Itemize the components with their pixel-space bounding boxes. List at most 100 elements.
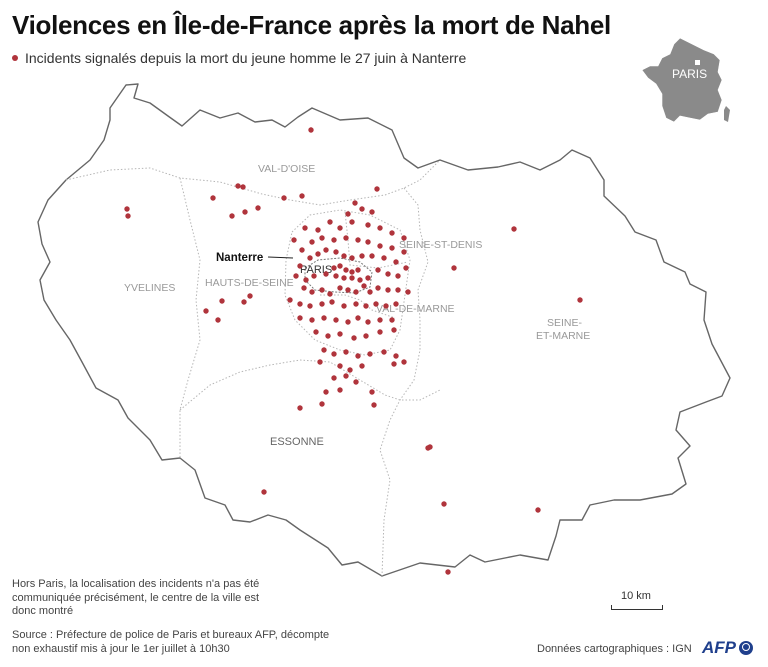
label-seine-et-marne-2: ET-MARNE (536, 330, 590, 342)
incident-marker (395, 273, 401, 279)
department-labels: VAL-D'OISE SEINE-ST-DENIS YVELINES HAUTS… (124, 163, 590, 448)
incident-marker (377, 329, 383, 335)
incident-marker (341, 253, 347, 259)
incident-marker (317, 359, 323, 365)
incident-marker (319, 301, 325, 307)
incident-marker (351, 335, 357, 341)
incident-marker (352, 200, 358, 206)
incident-marker (355, 267, 361, 273)
inset-paris-label: PARIS (672, 67, 707, 81)
incident-marker (441, 501, 447, 507)
incident-marker (235, 183, 241, 189)
incident-marker (385, 271, 391, 277)
incident-marker (353, 289, 359, 295)
france-inset-map: PARIS (641, 37, 730, 123)
incident-marker (315, 227, 321, 233)
label-yvelines: YVELINES (124, 282, 175, 294)
incident-marker (369, 389, 375, 395)
incident-marker (349, 269, 355, 275)
incident-marker (353, 379, 359, 385)
petite-couronne-boundary (284, 209, 411, 356)
incident-marker (389, 245, 395, 251)
incident-marker (337, 387, 343, 393)
incident-marker (219, 298, 225, 304)
incident-marker (311, 273, 317, 279)
incident-marker (355, 237, 361, 243)
incident-marker (401, 359, 407, 365)
incident-marker (381, 255, 387, 261)
incident-marker (349, 255, 355, 261)
incident-marker (577, 297, 583, 303)
incident-marker (445, 569, 451, 575)
incident-marker (315, 251, 321, 257)
incident-marker (363, 333, 369, 339)
incident-marker (405, 289, 411, 295)
incident-marker (307, 255, 313, 261)
incident-marker (210, 195, 216, 201)
paris-boundary (304, 257, 373, 294)
incident-marker (369, 253, 375, 259)
incident-marker (371, 402, 377, 408)
label-val-doise: VAL-D'OISE (258, 163, 315, 175)
incident-marker (309, 317, 315, 323)
incident-marker (261, 489, 267, 495)
legend: Incidents signalés depuis la mort du jeu… (12, 50, 466, 66)
scale-label: 10 km (621, 590, 651, 602)
incident-marker (308, 127, 314, 133)
incident-marker (309, 239, 315, 245)
map-credit: Données cartographiques : IGN (537, 643, 692, 655)
incident-marker (349, 275, 355, 281)
incident-marker (359, 363, 365, 369)
afp-logo: AFP (702, 638, 753, 658)
label-seine-et-marne-1: SEINE- (547, 317, 583, 329)
essonne-boundary (179, 359, 441, 411)
incident-marker (313, 329, 319, 335)
incident-marker (343, 235, 349, 241)
incident-marker (319, 235, 325, 241)
incident-marker (323, 247, 329, 253)
incident-marker (241, 299, 247, 305)
incident-marker (393, 301, 399, 307)
incident-marker (375, 285, 381, 291)
incident-marker (401, 249, 407, 255)
incident-marker (343, 267, 349, 273)
incident-marker (331, 237, 337, 243)
incident-marker (337, 285, 343, 291)
incident-marker (323, 271, 329, 277)
incident-marker (333, 249, 339, 255)
incident-marker (365, 222, 371, 228)
incident-marker (343, 373, 349, 379)
incident-marker (343, 349, 349, 355)
incident-marker (357, 277, 363, 283)
incident-marker (427, 444, 433, 450)
source-note: Source : Préfecture de police de Paris e… (12, 629, 330, 655)
incident-marker (240, 184, 246, 190)
incident-marker (325, 333, 331, 339)
incident-marker (309, 289, 315, 295)
incident-marker (381, 349, 387, 355)
incident-marker (389, 230, 395, 236)
footnote: Hors Paris, la localisation des incident… (12, 578, 260, 617)
incident-marker (391, 327, 397, 333)
incident-marker (247, 293, 253, 299)
incident-marker (331, 375, 337, 381)
incident-marker (345, 319, 351, 325)
incident-marker (365, 319, 371, 325)
paris-locator-icon (695, 60, 700, 65)
incident-marker (299, 193, 305, 199)
legend-dot-icon (12, 55, 18, 61)
label-essonne: ESSONNE (270, 436, 324, 448)
map-title: Violences en Île-de-France après la mort… (12, 10, 611, 40)
incident-marker (374, 186, 380, 192)
incident-marker (391, 361, 397, 367)
incident-marker (359, 253, 365, 259)
legend-label: Incidents signalés depuis la mort du jeu… (25, 50, 467, 66)
region-outline (37, 83, 731, 577)
incident-marker (355, 353, 361, 359)
incident-marker (393, 353, 399, 359)
incident-marker (353, 301, 359, 307)
incident-marker (323, 389, 329, 395)
incident-marker (125, 213, 131, 219)
incident-marker (242, 209, 248, 215)
